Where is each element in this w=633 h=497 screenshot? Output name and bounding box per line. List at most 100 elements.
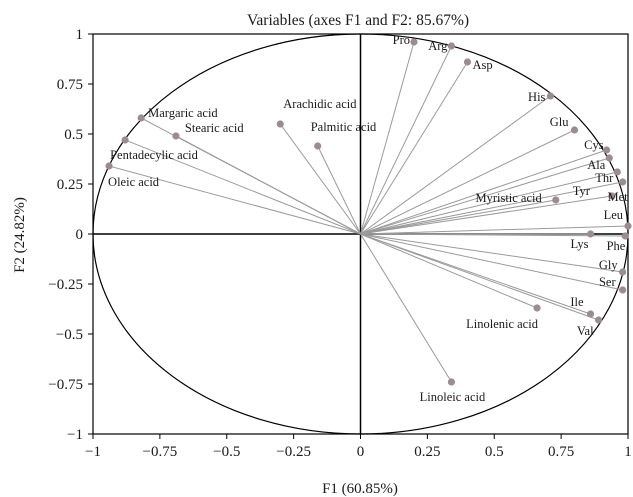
point-margaric-acid [137, 114, 145, 122]
vector-arg [360, 45, 452, 235]
point-label-oleic-acid: Oleic acid [108, 175, 160, 189]
vector-glu [360, 129, 575, 235]
x-tick-label: 1 [624, 444, 632, 460]
point-label-thr: Thr [595, 171, 614, 185]
point-his [546, 92, 555, 100]
vector-met [360, 181, 623, 235]
vector-leu [360, 225, 629, 235]
point-leu [624, 222, 632, 230]
point-label-ile: Ile [570, 295, 584, 309]
y-tick-label: −1 [67, 427, 83, 443]
point-label-glu: Glu [550, 115, 570, 129]
point-gly [619, 268, 627, 276]
x-tick-label: −1 [85, 444, 101, 460]
vector-phe [360, 233, 626, 237]
point-ile [586, 310, 595, 318]
vector-thr [360, 171, 618, 235]
vector-ser [360, 233, 623, 291]
point-label-linolenic-acid: Linolenic acid [466, 317, 539, 331]
vector-pro [360, 41, 415, 235]
y-tick-label: 1 [76, 27, 84, 43]
point-val [594, 316, 603, 324]
point-label-leu: Leu [604, 208, 624, 222]
point-label-linoleic-acid: Linoleic acid [420, 390, 486, 404]
point-pentadecylic-acid [121, 136, 129, 144]
point-pro [410, 38, 418, 46]
vector-val [360, 233, 599, 321]
point-met [619, 178, 627, 186]
vector-myristic-acid [360, 199, 556, 235]
point-label-phe: Phe [607, 239, 626, 253]
point-arachidic-acid [276, 120, 284, 128]
point-arg [447, 42, 456, 50]
y-tick-label: 0.25 [57, 177, 83, 193]
vector-stearic-acid [175, 135, 361, 235]
x-tick-label: −0.75 [143, 444, 178, 460]
vector-gly [360, 233, 623, 273]
point-label-val: Val [577, 324, 594, 338]
y-tick-label: 0.5 [64, 127, 83, 143]
point-ala [605, 154, 613, 162]
x-tick-label: −0.25 [276, 444, 311, 460]
vector-asp [360, 61, 468, 235]
vector-ala [360, 157, 610, 235]
point-label-myristic-acid: Myristic acid [475, 191, 542, 205]
tick-labels-layer: −1 −0.75 −0.5 −0.25 0 0.25 0.5 0.75 1 1 0.75 0.5 0.2… [48, 27, 631, 460]
point-label-tyr: Tyr [573, 184, 591, 198]
point-glu [570, 126, 579, 134]
point-label-pentadecylic-acid: Pentadecylic acid [110, 148, 199, 162]
point-label-asp: Asp [473, 58, 493, 72]
point-lys [586, 230, 595, 238]
chart-title: Variables (axes F1 and F2: 85.67%) [247, 12, 469, 29]
vectors-layer [108, 41, 629, 383]
vector-his [360, 95, 551, 235]
y-tick-label: −0.5 [56, 327, 83, 343]
x-tick-label: 0 [357, 444, 365, 460]
point-label-palmitic-acid: Palmitic acid [311, 120, 377, 134]
x-tick-label: 0.75 [548, 444, 574, 460]
point-cys [603, 146, 611, 154]
vector-tyr [360, 195, 613, 235]
point-phe [621, 232, 629, 240]
point-label-met: Met [608, 190, 629, 204]
x-axis-title: F1 (60.85%) [322, 481, 398, 497]
point-asp [463, 58, 472, 66]
point-stearic-acid [172, 132, 180, 140]
point-label-gly: Gly [599, 258, 619, 272]
point-myristic-acid [552, 196, 560, 204]
point-tyr [608, 192, 616, 200]
point-linoleic-acid [447, 378, 456, 386]
vector-pentadecylic-acid [124, 139, 361, 235]
point-label-stearic-acid: Stearic acid [185, 121, 244, 135]
point-thr [613, 168, 621, 176]
y-tick-label: −0.25 [48, 277, 83, 293]
point-label-arachidic-acid: Arachidic acid [283, 97, 357, 111]
vector-linolenic-acid [360, 233, 538, 309]
y-tick-label: −0.75 [48, 377, 83, 393]
y-tick-label: 0.75 [57, 77, 83, 93]
vector-cys [360, 149, 607, 235]
point-label-margaric-acid: Margaric acid [148, 106, 218, 120]
point-label-cys: Cys [584, 138, 604, 152]
vector-oleic-acid [108, 165, 361, 235]
vector-palmitic-acid [317, 145, 361, 235]
point-label-his: His [528, 90, 546, 104]
points-layer [105, 38, 632, 386]
point-oleic-acid [105, 162, 113, 170]
point-label-pro: Pro [393, 33, 410, 47]
point-linolenic-acid [533, 304, 541, 312]
point-label-lys: Lys [570, 237, 588, 251]
point-label-arg: Arg [428, 39, 448, 53]
y-axis-title: F2 (24.82%) [12, 197, 28, 273]
x-tick-label: 0.25 [414, 444, 440, 460]
point-ser [619, 286, 627, 294]
y-tick-label: 0 [76, 227, 84, 243]
x-tick-label: −0.5 [213, 444, 240, 460]
point-label-ser: Ser [599, 275, 617, 289]
point-label-ala: Ala [587, 158, 606, 172]
vector-arachidic-acid [279, 123, 361, 235]
point-palmitic-acid [314, 142, 322, 150]
vector-linoleic-acid [360, 233, 452, 383]
